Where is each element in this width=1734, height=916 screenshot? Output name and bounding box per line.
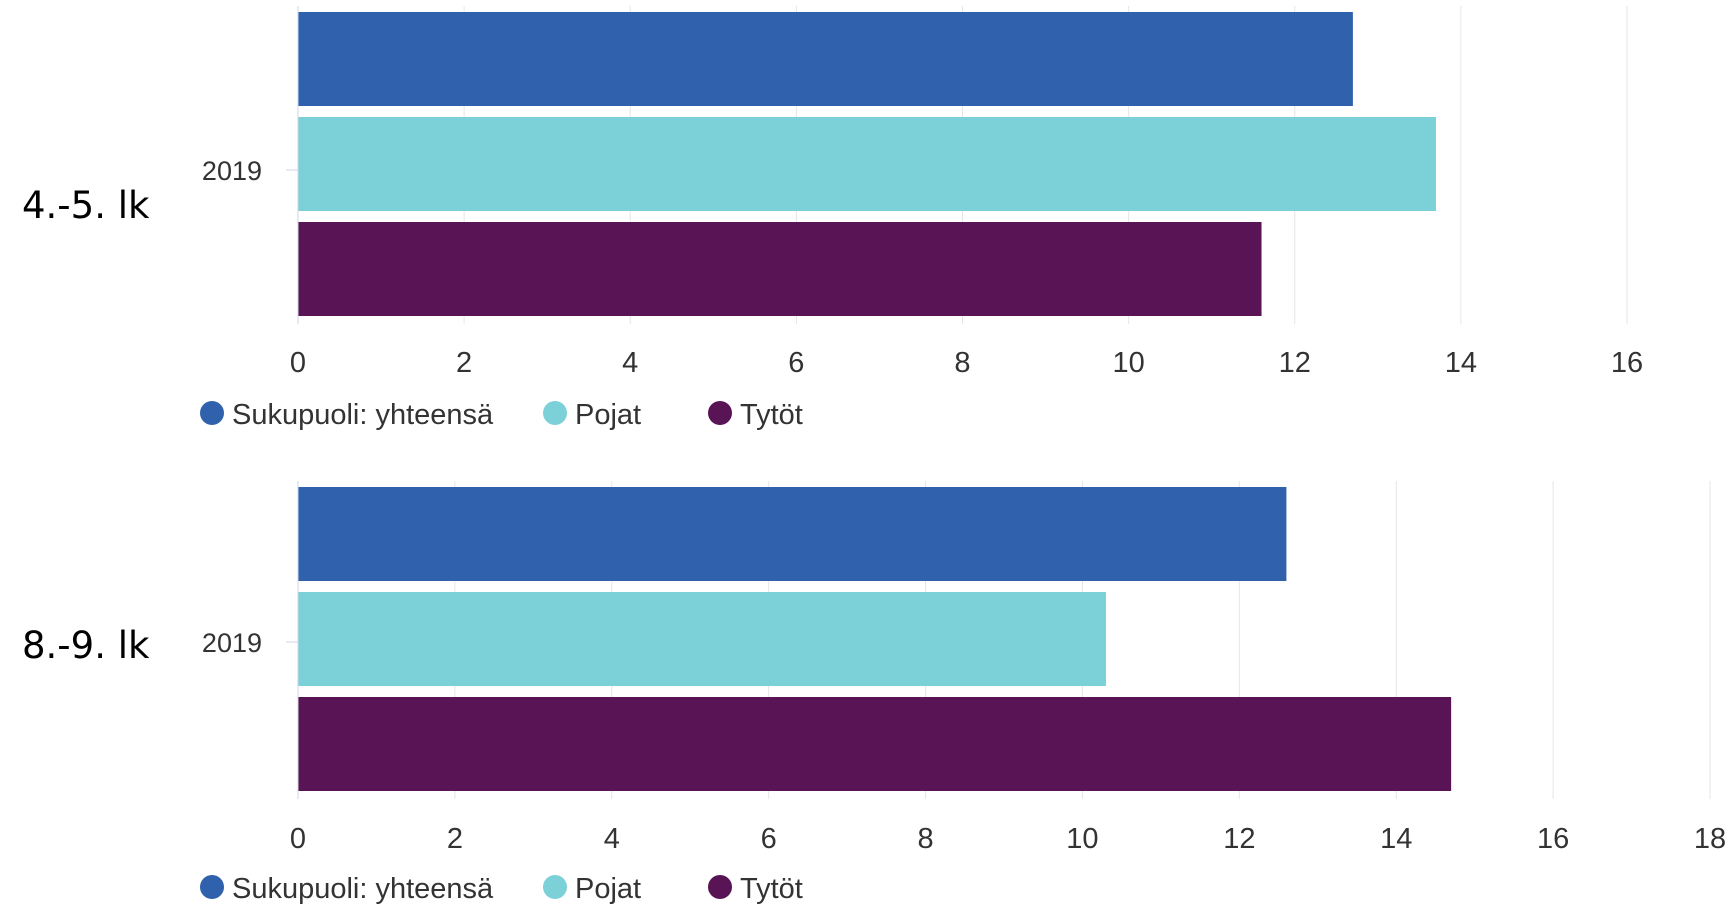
x-tick-label: 16 bbox=[1537, 823, 1569, 855]
x-tick-label: 12 bbox=[1279, 347, 1311, 379]
x-tick-label: 10 bbox=[1112, 347, 1144, 379]
legend-marker bbox=[543, 401, 567, 425]
x-tick-label: 18 bbox=[1694, 823, 1726, 855]
x-tick-label: 6 bbox=[788, 347, 804, 379]
chart-panel-2: 2019 8.-9. lk 0 2 4 6 8 10 12 14 16 18 Sukupuoli: yh… bbox=[22, 481, 1726, 905]
bar-girls[interactable] bbox=[298, 697, 1452, 791]
bar-girls[interactable] bbox=[298, 222, 1262, 316]
x-tick-label: 14 bbox=[1380, 823, 1412, 855]
legend-marker bbox=[543, 875, 567, 899]
x-tick-label: 8 bbox=[917, 823, 933, 855]
legend-label: Pojat bbox=[575, 399, 641, 431]
legend-marker bbox=[708, 875, 732, 899]
legend-marker bbox=[200, 401, 224, 425]
x-tick-label: 0 bbox=[290, 347, 306, 379]
bar-boys[interactable] bbox=[298, 117, 1436, 211]
legend-label: Tytöt bbox=[740, 399, 803, 431]
legend-item[interactable]: Pojat bbox=[543, 873, 641, 905]
x-tick-label: 6 bbox=[761, 823, 777, 855]
x-tick-label: 0 bbox=[290, 823, 306, 855]
x-tick-label: 8 bbox=[954, 347, 970, 379]
legend-marker bbox=[200, 875, 224, 899]
bar-total[interactable] bbox=[298, 12, 1353, 106]
bar-total[interactable] bbox=[298, 487, 1287, 581]
category-label: 2019 bbox=[202, 156, 262, 186]
bar-boys[interactable] bbox=[298, 592, 1106, 686]
legend-item[interactable]: Pojat bbox=[543, 399, 641, 431]
legend-label: Tytöt bbox=[740, 873, 803, 905]
group-label: 4.-5. lk bbox=[22, 184, 150, 227]
x-tick-label: 4 bbox=[604, 823, 620, 855]
chart-panel-1: 2019 4.-5. lk 0 2 4 6 8 10 12 14 16 Sukupuoli: yhte… bbox=[22, 6, 1643, 431]
legend-item[interactable]: Tytöt bbox=[708, 873, 803, 905]
legend-marker bbox=[708, 401, 732, 425]
legend-label: Pojat bbox=[575, 873, 641, 905]
x-tick-label: 10 bbox=[1066, 823, 1098, 855]
x-tick-label: 16 bbox=[1611, 347, 1643, 379]
x-tick-label: 4 bbox=[622, 347, 638, 379]
x-tick-label: 14 bbox=[1445, 347, 1477, 379]
x-tick-label: 12 bbox=[1223, 823, 1255, 855]
group-label: 8.-9. lk bbox=[22, 624, 150, 667]
category-label: 2019 bbox=[202, 628, 262, 658]
x-tick-label: 2 bbox=[447, 823, 463, 855]
legend-item[interactable]: Tytöt bbox=[708, 399, 803, 431]
legend-label: Sukupuoli: yhteensä bbox=[232, 399, 494, 431]
legend-label: Sukupuoli: yhteensä bbox=[232, 873, 494, 905]
legend-item[interactable]: Sukupuoli: yhteensä bbox=[200, 399, 494, 431]
x-tick-label: 2 bbox=[456, 347, 472, 379]
legend-item[interactable]: Sukupuoli: yhteensä bbox=[200, 873, 494, 905]
